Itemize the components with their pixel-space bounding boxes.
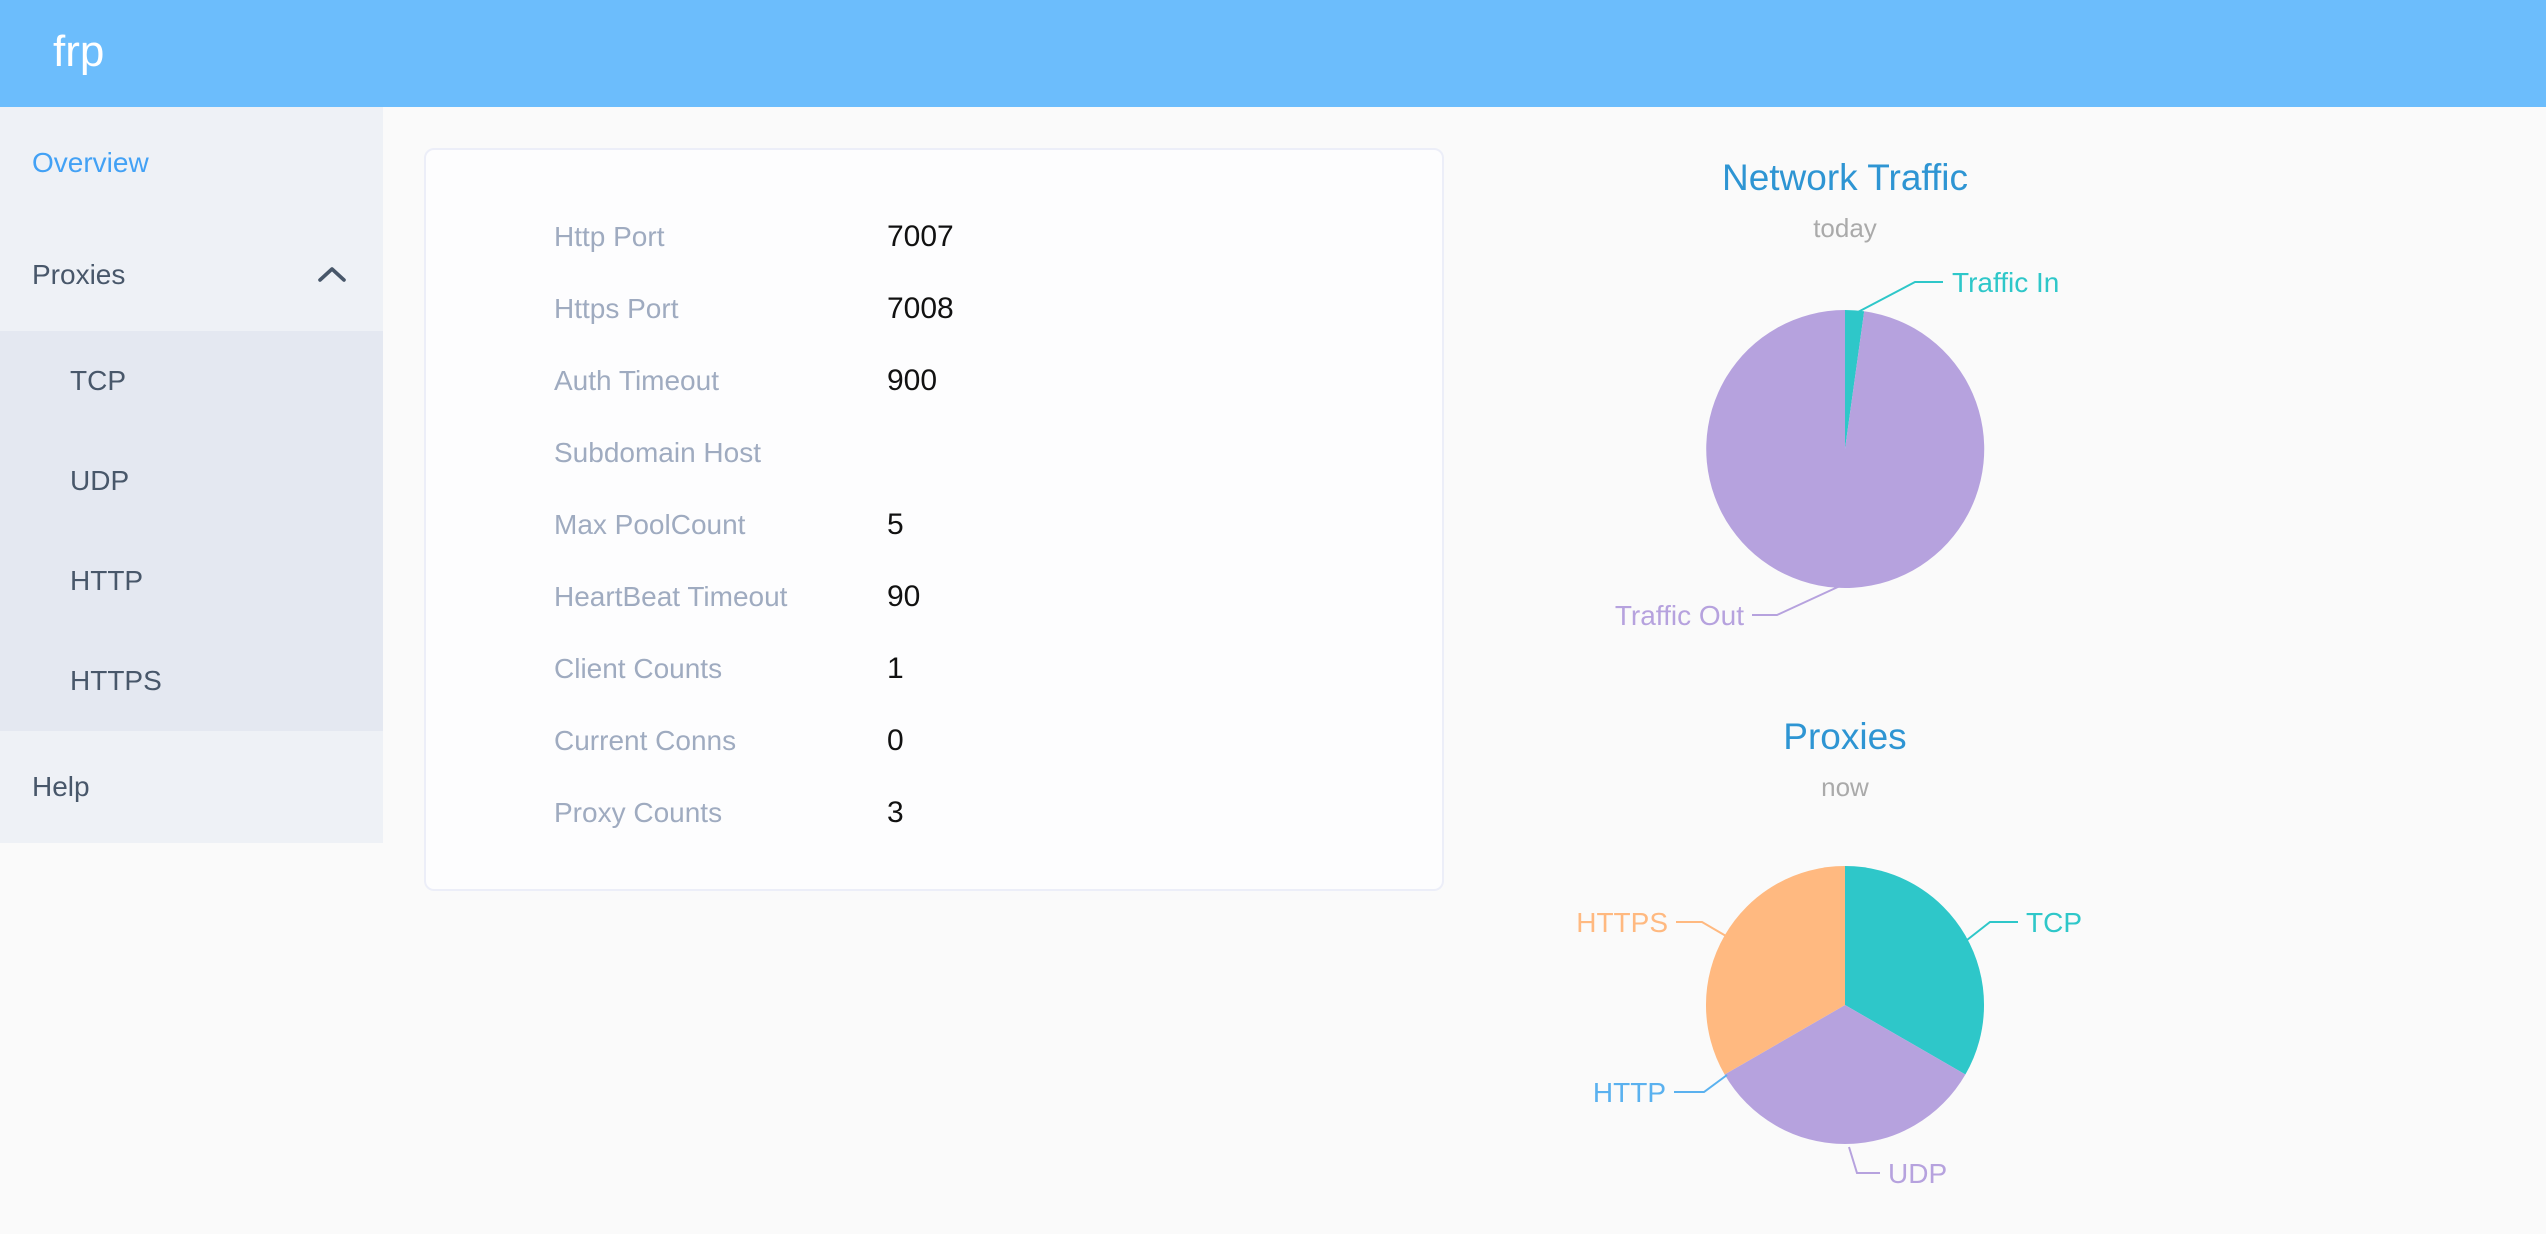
traffic-in-leader-line — [1857, 281, 1943, 313]
app-logo: frp — [53, 27, 105, 76]
app-header: frp — [0, 0, 2546, 107]
traffic-out-label: Traffic Out — [1615, 600, 1744, 631]
sidebar-item-https-label: HTTPS — [70, 665, 162, 696]
sidebar: Overview Proxies TCP UDP HTTP HTTPS Help — [0, 107, 383, 843]
sidebar-item-proxies[interactable]: Proxies — [0, 219, 383, 331]
info-label: Https Port — [554, 293, 679, 324]
network-traffic-subtitle: today — [1813, 213, 1877, 243]
network-traffic-callouts: Traffic In Traffic Out — [1615, 267, 2060, 631]
proxies-pie — [1705, 866, 1985, 1145]
pie-slice-udp[interactable] — [1724, 1005, 1966, 1145]
server-info-card: Http Port 7007 Https Port 7008 Auth Time… — [424, 148, 1444, 891]
pie-slice-tcp[interactable] — [1845, 866, 1985, 1075]
info-value: 7007 — [887, 220, 954, 253]
sidebar-item-http-label: HTTP — [70, 565, 144, 596]
sidebar-item-udp-label: UDP — [70, 465, 130, 496]
info-value: 90 — [887, 580, 921, 613]
server-info-row: Http Port 7007 — [426, 201, 1442, 273]
info-label: Client Counts — [554, 653, 723, 684]
sidebar-item-overview-label: Overview — [32, 147, 149, 178]
pie-slice-traffic-in[interactable] — [1845, 309, 1865, 449]
sidebar-item-tcp[interactable]: TCP — [0, 331, 383, 431]
http-label: HTTP — [1593, 1077, 1666, 1108]
info-label: Auth Timeout — [554, 365, 719, 396]
server-info-row: Client Counts 1 — [426, 633, 1442, 705]
info-label: Http Port — [554, 221, 665, 252]
sidebar-item-help[interactable]: Help — [0, 731, 383, 843]
sidebar-item-tcp-label: TCP — [70, 365, 126, 396]
sidebar-item-overview[interactable]: Overview — [0, 107, 383, 219]
proxies-chart-title: Proxies — [1783, 716, 1907, 757]
udp-label: UDP — [1888, 1158, 1947, 1189]
info-label: HeartBeat Timeout — [554, 581, 788, 612]
proxies-chart-subtitle: now — [1821, 772, 1869, 802]
sidebar-item-https[interactable]: HTTPS — [0, 631, 383, 731]
sidebar-item-http[interactable]: HTTP — [0, 531, 383, 631]
network-traffic-title: Network Traffic — [1721, 157, 1969, 198]
https-label: HTTPS — [1576, 907, 1668, 938]
info-value: 900 — [887, 364, 938, 397]
sidebar-item-udp[interactable]: UDP — [0, 431, 383, 531]
sidebar-item-proxies-label: Proxies — [32, 259, 126, 290]
pie-slice-traffic-out[interactable] — [1706, 310, 1985, 588]
info-label: Max PoolCount — [554, 509, 746, 540]
server-info-row: Current Conns 0 — [426, 705, 1442, 777]
info-label: Current Conns — [554, 725, 737, 756]
tcp-leader-line — [1966, 921, 2018, 941]
pie-slice-https[interactable] — [1705, 866, 1845, 1075]
traffic-in-label: Traffic In — [1952, 267, 2059, 298]
server-info-row: Https Port 7008 — [426, 273, 1442, 345]
info-value: 0 — [887, 724, 904, 757]
proxies-submenu: TCP UDP HTTP HTTPS — [0, 331, 383, 731]
info-label: Proxy Counts — [554, 797, 723, 828]
server-info-row: Max PoolCount 5 — [426, 489, 1442, 561]
info-value: 7008 — [887, 292, 954, 325]
chevron-up-icon — [318, 267, 346, 282]
traffic-out-leader-line — [1752, 585, 1841, 616]
server-info-row: Auth Timeout 900 — [426, 345, 1442, 417]
info-value: 5 — [887, 508, 904, 541]
sidebar-item-help-label: Help — [32, 771, 90, 802]
server-info-row: HeartBeat Timeout 90 — [426, 561, 1442, 633]
info-label: Subdomain Host — [554, 437, 762, 468]
info-value: 1 — [887, 652, 904, 685]
tcp-label: TCP — [2026, 907, 2082, 938]
udp-leader-line — [1848, 1146, 1880, 1174]
info-value: 3 — [887, 796, 904, 829]
proxies-callouts: TCP UDP HTTP HTTPS — [1576, 907, 2082, 1189]
server-info-row: Subdomain Host — [426, 417, 1442, 489]
network-traffic-pie — [1706, 309, 1985, 588]
http-leader-line — [1674, 1074, 1728, 1093]
https-leader-line — [1676, 921, 1727, 937]
server-info-row: Proxy Counts 3 — [426, 777, 1442, 849]
